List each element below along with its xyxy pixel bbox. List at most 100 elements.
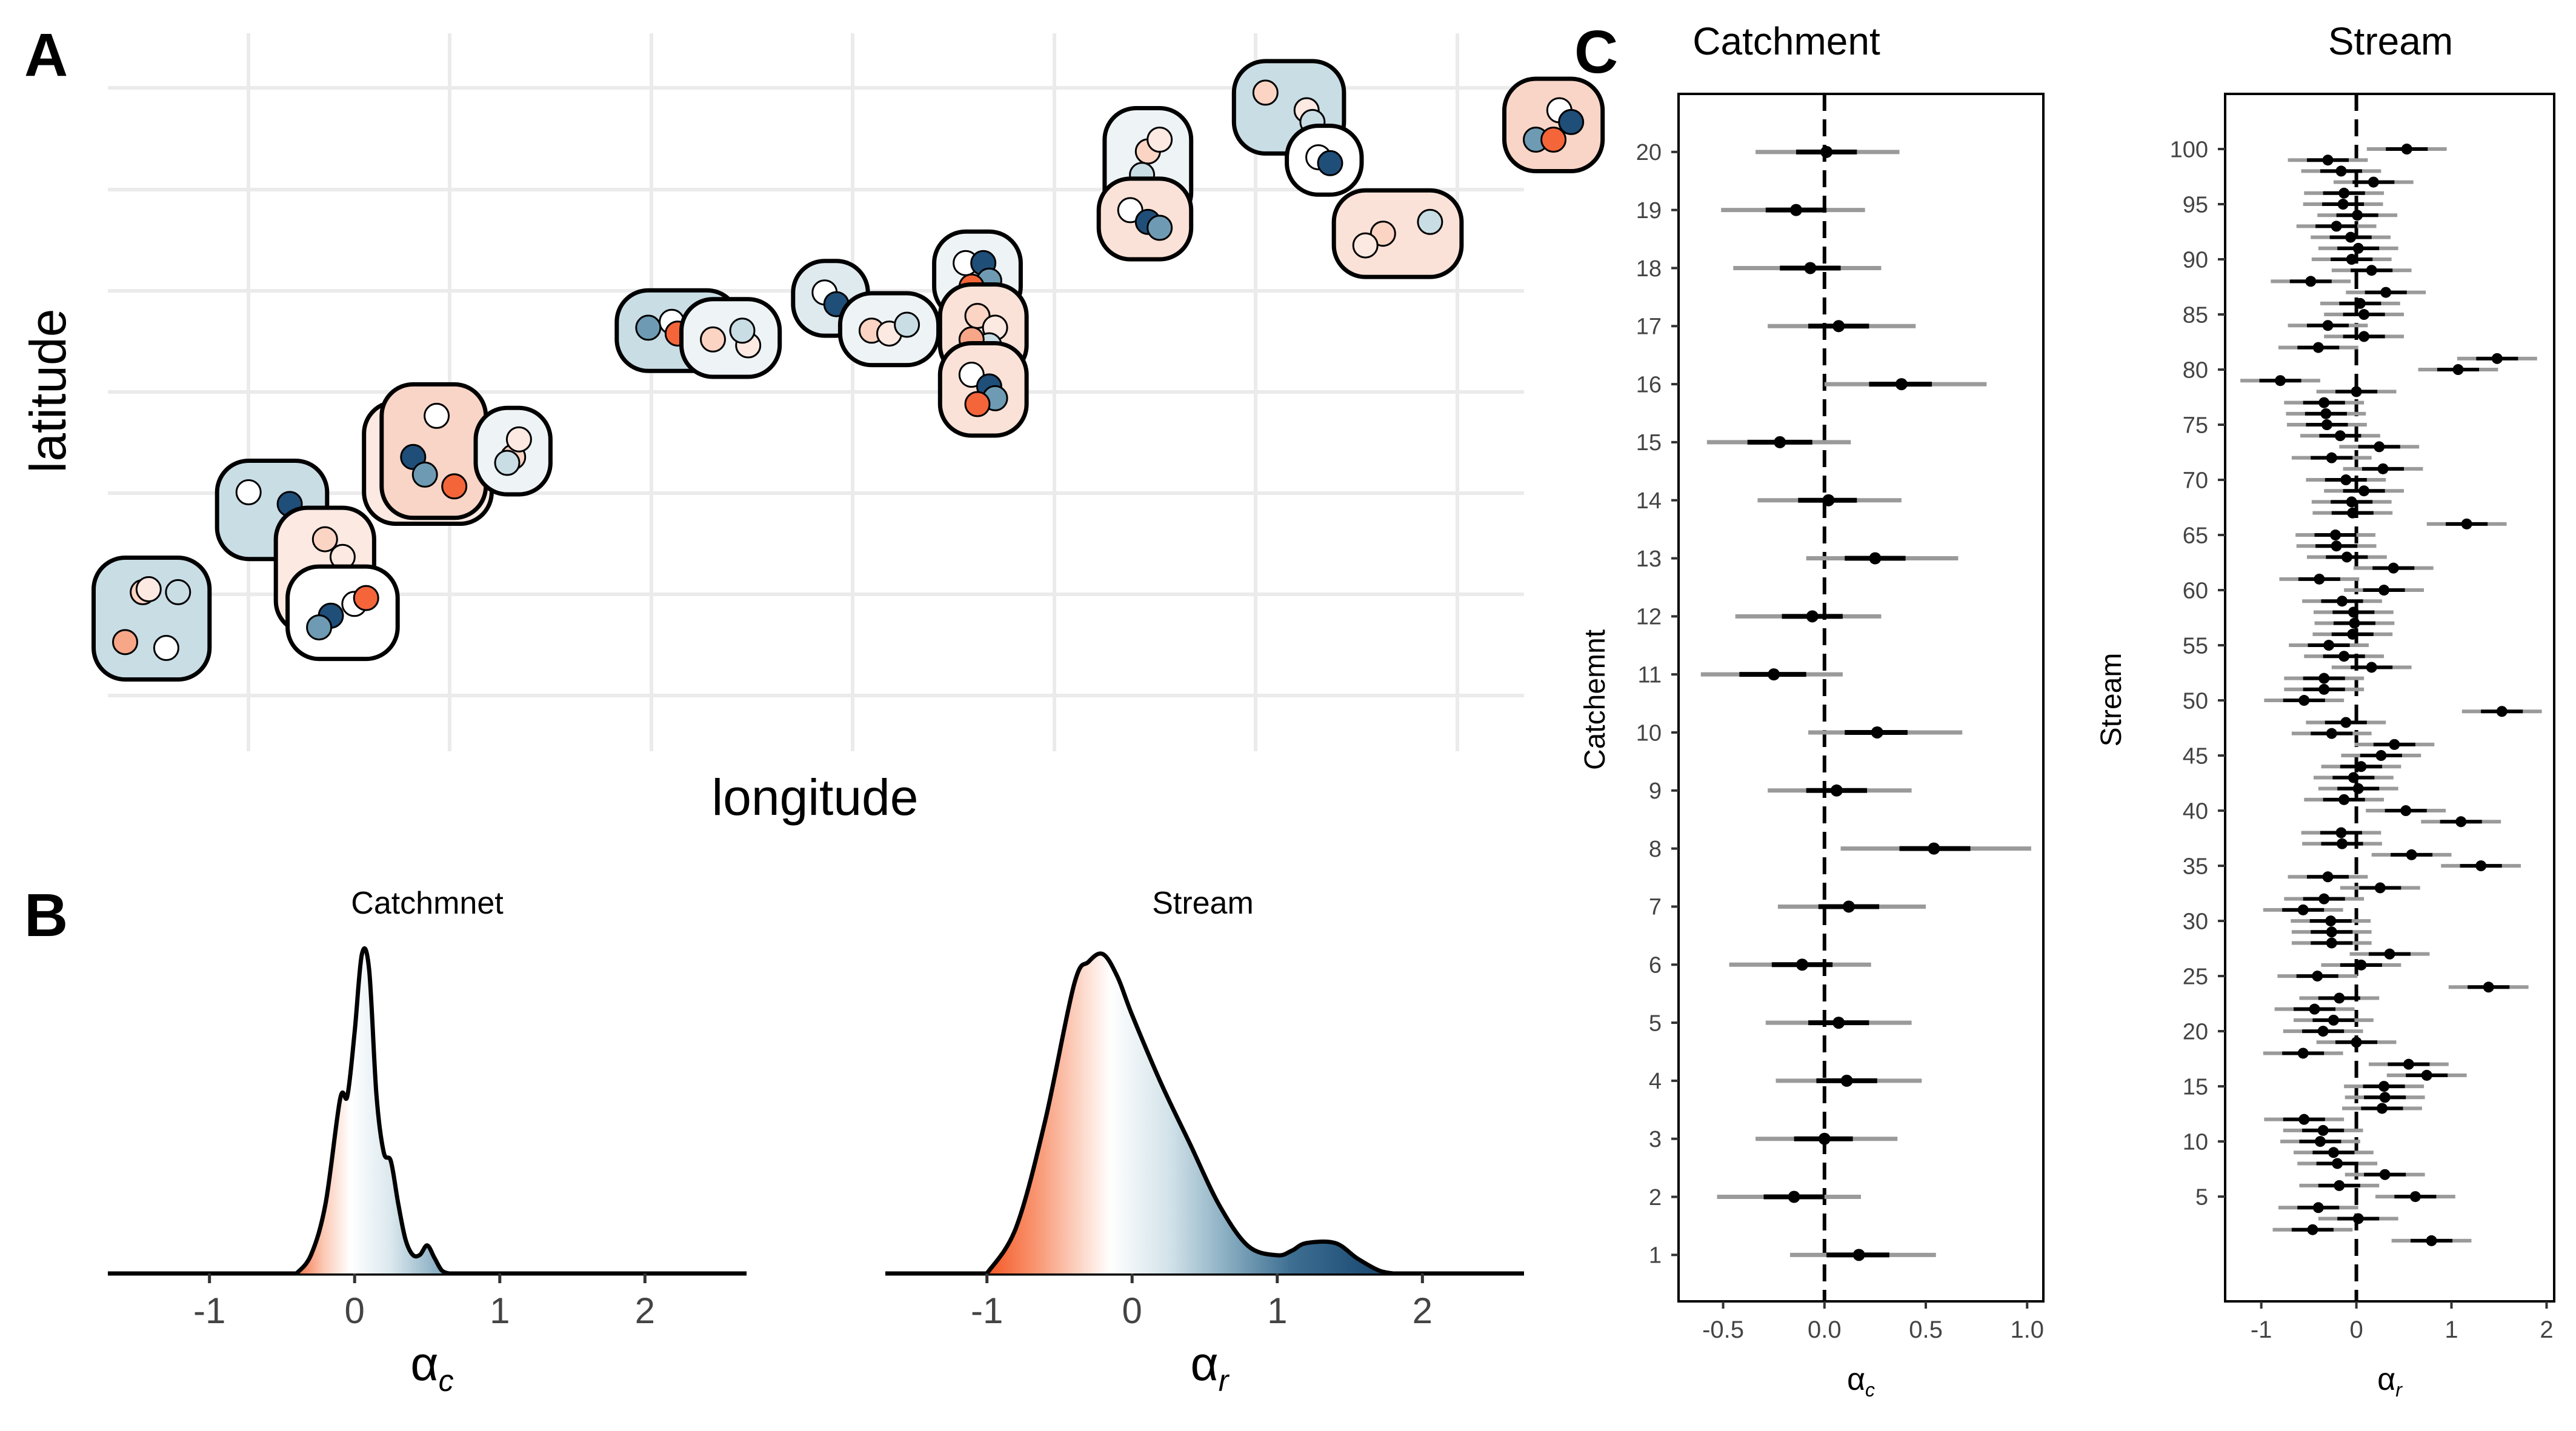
forest-estimate-point	[2351, 386, 2362, 397]
forest-estimate-point	[1869, 552, 1882, 565]
forest-estimate-point	[1822, 494, 1835, 506]
map-stream-point	[411, 461, 438, 488]
forest-estimate-point	[2298, 1114, 2310, 1125]
forest-estimate-point	[2322, 154, 2334, 166]
forest-estimate-point	[2317, 1026, 2329, 1037]
map-stream-point	[494, 450, 521, 476]
forest-estimate-point	[2317, 1124, 2329, 1136]
forest-estimate-point	[1832, 320, 1845, 333]
forest-estimate-point	[2297, 904, 2309, 915]
forest-estimate-point	[2298, 695, 2310, 706]
forest-y-tick-label: 75	[2183, 413, 2208, 438]
map-catchment-cluster	[92, 556, 212, 682]
panel-letter-b: B	[24, 882, 68, 949]
forest-estimate-point	[1840, 1074, 1853, 1087]
map-stream-point	[700, 326, 726, 353]
forest-estimate-point	[2337, 596, 2348, 607]
map-catchment-halo	[679, 297, 782, 379]
density-x-tick-label: -1	[193, 1290, 225, 1331]
map-stream-point	[441, 473, 468, 500]
map-stream-point	[1558, 108, 1585, 135]
forest-y-tick-label: 65	[2183, 523, 2208, 548]
forest-estimate-point	[2330, 530, 2341, 541]
forest-estimate-point	[2352, 210, 2363, 221]
forest-estimate-point	[2338, 794, 2350, 805]
forest-catchment-y-axis-label: Catchemnt	[1579, 629, 1611, 770]
map-panel: longitude latitude	[19, 33, 1605, 826]
forest-estimate-point	[2352, 1213, 2364, 1224]
forest-estimate-point	[2455, 816, 2467, 828]
forest-panel-border	[1677, 93, 2045, 1303]
forest-x-tick-label: 0.0	[1808, 1316, 1842, 1343]
forest-y-tick-label: 60	[2183, 578, 2208, 603]
map-stream-point	[729, 317, 756, 344]
forest-estimate-point	[2475, 860, 2487, 872]
forest-estimate-point	[2345, 231, 2357, 243]
forest-estimate-point	[2403, 1058, 2414, 1070]
forest-y-tick-label: 30	[2183, 909, 2208, 934]
forest-x-tick-label: 2	[2540, 1316, 2553, 1343]
forest-estimate-point	[1806, 610, 1819, 623]
forest-y-tick-label: 5	[2195, 1184, 2208, 1210]
forest-estimate-point	[2355, 959, 2367, 971]
forest-y-tick-label: 80	[2183, 357, 2208, 383]
forest-estimate-point	[2358, 309, 2370, 320]
forest-y-tick-label: 10	[1636, 720, 1662, 746]
forest-estimate-point	[2374, 882, 2386, 894]
forest-estimate-point	[2421, 1069, 2432, 1081]
forest-estimate-point	[1842, 900, 1855, 913]
forest-estimate-point	[2312, 342, 2324, 353]
density-x-tick-label: 1	[490, 1290, 510, 1331]
forest-estimate-point	[2401, 144, 2412, 155]
forest-estimate-point	[2380, 287, 2392, 298]
forest-y-tick-label: 95	[2183, 192, 2208, 217]
forest-x-axis-label: αr	[2377, 1362, 2403, 1401]
forest-estimate-point	[2346, 496, 2357, 508]
forest-y-tick-label: 9	[1649, 779, 1662, 804]
map-stream-point	[1417, 208, 1443, 235]
forest-y-tick-label: 40	[2183, 799, 2208, 824]
map-catchment-cluster	[1502, 76, 1605, 173]
forest-estimate-point	[2297, 1048, 2309, 1059]
density-x-axis-label: αr	[1191, 1336, 1230, 1398]
forest-estimate-point	[2334, 992, 2345, 1004]
forest-estimate-point	[2354, 297, 2366, 309]
forest-y-tick-label: 90	[2183, 247, 2208, 273]
forest-estimate-point	[2305, 276, 2317, 287]
forest-estimate-point	[2309, 1003, 2320, 1015]
map-stream-point	[1252, 79, 1279, 106]
map-catchment-cluster	[837, 291, 941, 368]
forest-estimate-point	[2322, 871, 2334, 883]
density-x-tick-label: 1	[1267, 1290, 1287, 1331]
forest-y-tick-label: 70	[2183, 468, 2208, 493]
forest-estimate-point	[2347, 507, 2358, 519]
forest-y-tick-label: 15	[1636, 430, 1662, 456]
forest-y-tick-label: 85	[2183, 302, 2208, 328]
map-stream-point	[235, 479, 262, 505]
forest-y-tick-label: 20	[1636, 140, 1662, 165]
forest-estimate-point	[2307, 1224, 2318, 1235]
forest-estimate-point	[2348, 772, 2359, 783]
forest-y-tick-label: 100	[2170, 137, 2208, 162]
forest-estimate-point	[1830, 784, 1843, 797]
forest-estimate-point	[2334, 1180, 2345, 1191]
map-stream-point	[1352, 232, 1379, 259]
forest-estimate-point	[2323, 640, 2335, 651]
forest-estimate-point	[2331, 221, 2342, 232]
forest-y-tick-label: 35	[2183, 854, 2208, 879]
map-stream-point	[135, 576, 162, 603]
forest-estimate-point	[2368, 176, 2379, 188]
forest-estimate-point	[2335, 165, 2347, 177]
forest-y-tick-label: 1	[1649, 1243, 1662, 1269]
forest-y-tick-label: 50	[2183, 688, 2208, 714]
forest-estimate-point	[2314, 573, 2325, 585]
forest-estimate-point	[2312, 1202, 2324, 1214]
forest-y-tick-label: 10	[2183, 1129, 2208, 1155]
forest-estimate-point	[1895, 378, 1908, 391]
forest-estimate-point	[2326, 728, 2337, 739]
forest-y-tick-label: 4	[1649, 1069, 1662, 1094]
forest-estimate-point	[2318, 397, 2330, 408]
forest-stream-plot: Stream Stream 51015202530354045505560657…	[2095, 19, 2555, 1401]
map-catchment-halo	[92, 556, 212, 682]
